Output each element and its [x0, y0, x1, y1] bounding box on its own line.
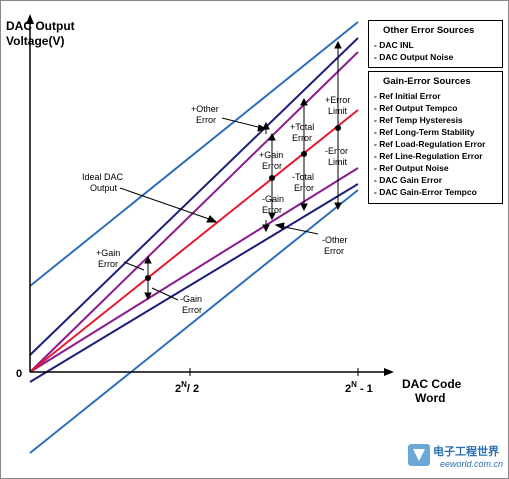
ideal-dot-mid	[269, 175, 275, 181]
minus-other-label-1: -Other	[322, 235, 348, 245]
ideal-dot-end	[335, 125, 341, 131]
minus-other-label-2: Error	[324, 246, 344, 256]
plus-gain-error-line	[29, 51, 359, 373]
gain-source-item: - Ref Temp Hysteresis	[374, 115, 463, 125]
plus-gain-lower-label-1: +Gain	[96, 248, 120, 258]
gain-source-item: - DAC Gain-Error Tempco	[374, 187, 477, 197]
x-axis-title-2: Word	[415, 391, 445, 405]
plus-gain-lower-label-2: Error	[98, 259, 118, 269]
leader-lines	[119, 117, 319, 301]
gain-source-item: - DAC Gain Error	[374, 175, 443, 185]
plus-total-label-1: +Total	[290, 122, 314, 132]
minus-error-limit-label-1: -Error	[325, 146, 348, 156]
minus-total-label-2: Error	[294, 183, 314, 193]
gain-source-item: - Ref Long-Term Stability	[374, 127, 475, 137]
watermark-logo-mark	[413, 449, 425, 461]
y-axis-arrow	[26, 14, 34, 24]
minus-total-error-line	[29, 183, 359, 383]
plus-total-label-2: Error	[292, 133, 312, 143]
plus-gain-upper-label-1: +Gain	[259, 150, 283, 160]
x-axis-title-1: DAC Code	[402, 377, 462, 391]
gain-source-item: - Ref Initial Error	[374, 91, 441, 101]
minus-total-label-1: -Total	[292, 172, 314, 182]
gain-source-item: - Ref Load-Regulation Error	[374, 139, 486, 149]
y-axis-title-2: Voltage(V)	[6, 34, 64, 48]
watermark-cn: 电子工程世界	[433, 444, 499, 458]
ideal-output-line	[29, 109, 359, 373]
plus-error-limit-label-2: Limit	[328, 106, 348, 116]
origin-label: 0	[16, 368, 22, 380]
minus-gain-lower-label-2: Error	[182, 305, 202, 315]
plus-total-error-line	[29, 37, 359, 356]
ideal-label-1: Ideal DAC	[82, 172, 124, 182]
plus-other-label-1: +Other	[191, 104, 219, 114]
ideal-dot-low	[145, 275, 151, 281]
gain-source-item: - Ref Output Tempco	[374, 103, 457, 113]
other-source-item: - DAC Output Noise	[374, 52, 454, 62]
minus-error-limit-line	[29, 189, 359, 454]
minus-gain-error-line	[29, 167, 359, 373]
other-sources-title: Other Error Sources	[383, 25, 474, 36]
other-sources-box	[368, 20, 503, 68]
watermark: 电子工程世界 eeworld.com.cn	[408, 444, 503, 469]
plus-error-limit-label-1: +Error	[325, 95, 350, 105]
y-axis-title-1: DAC Output	[6, 19, 75, 33]
minus-gain-lower-label-1: -Gain	[180, 294, 202, 304]
gain-sources-box	[368, 71, 503, 204]
x-axis-arrow	[384, 368, 394, 376]
watermark-en: eeworld.com.cn	[440, 459, 503, 469]
ideal-dot-high	[301, 151, 307, 157]
x-tick-mid-label: 2N/ 2	[175, 380, 199, 395]
x-tick-end-label: 2N - 1	[345, 380, 373, 395]
minus-gain-upper-label-1: -Gain	[262, 194, 284, 204]
plus-gain-upper-label-2: Error	[262, 161, 282, 171]
gain-source-item: - Ref Output Noise	[374, 163, 449, 173]
plus-error-limit-line	[29, 21, 359, 287]
minus-gain-upper-label-2: Error	[262, 205, 282, 215]
gain-source-item: - Ref Line-Regulation Error	[374, 151, 483, 161]
gain-sources-title: Gain-Error Sources	[383, 76, 471, 87]
other-source-item: - DAC INL	[374, 40, 414, 50]
plus-other-label-2: Error	[196, 115, 216, 125]
minus-error-limit-label-2: Limit	[328, 157, 348, 167]
ideal-label-2: Output	[90, 183, 118, 193]
